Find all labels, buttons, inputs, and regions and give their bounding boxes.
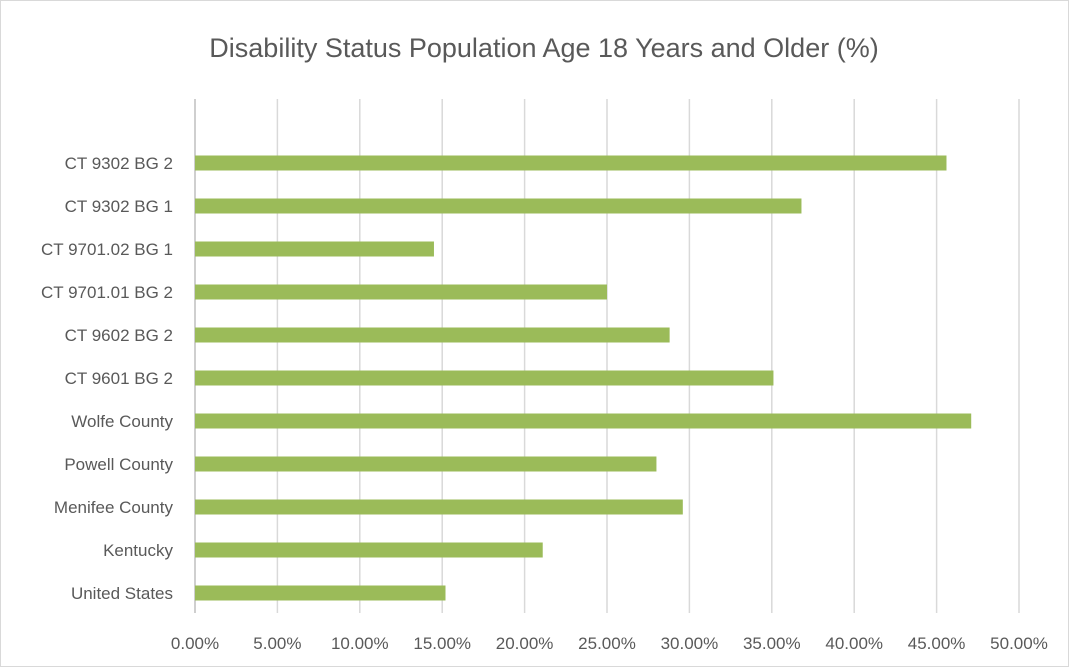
x-axis-tick-labels: 0.00% 5.00% 10.00% 15.00% 20.00% 25.00% 30.00%… — [171, 634, 1048, 653]
gridlines — [194, 99, 1020, 613]
bar — [195, 413, 972, 429]
bars — [195, 155, 972, 601]
category-label: CT 9701.02 BG 1 — [41, 240, 173, 259]
x-tick-label: 10.00% — [331, 634, 389, 653]
chart-title: Disability Status Population Age 18 Year… — [209, 33, 878, 63]
category-label: CT 9602 BG 2 — [65, 326, 173, 345]
bar — [195, 370, 774, 386]
x-tick-label: 15.00% — [413, 634, 471, 653]
bar — [195, 284, 607, 300]
bar — [195, 155, 947, 171]
bar — [195, 542, 543, 558]
category-label: United States — [71, 584, 173, 603]
category-label: Wolfe County — [71, 412, 173, 431]
bar — [195, 499, 683, 515]
bar — [195, 198, 802, 214]
bar — [195, 241, 434, 257]
bar — [195, 327, 670, 343]
category-labels: CT 9302 BG 2 CT 9302 BG 1 CT 9701.02 BG 1 C… — [41, 154, 174, 603]
bar — [195, 585, 446, 601]
x-tick-label: 45.00% — [908, 634, 966, 653]
x-tick-label: 25.00% — [578, 634, 636, 653]
bar — [195, 456, 657, 472]
category-label: Kentucky — [103, 541, 173, 560]
category-label: CT 9601 BG 2 — [65, 369, 173, 388]
category-label: Powell County — [64, 455, 173, 474]
x-tick-label: 30.00% — [661, 634, 719, 653]
category-label: CT 9302 BG 2 — [65, 154, 173, 173]
x-tick-label: 0.00% — [171, 634, 219, 653]
x-tick-label: 50.00% — [990, 634, 1048, 653]
x-tick-label: 40.00% — [825, 634, 883, 653]
category-label: CT 9302 BG 1 — [65, 197, 173, 216]
x-tick-label: 20.00% — [496, 634, 554, 653]
category-label: Menifee County — [54, 498, 174, 517]
x-tick-label: 35.00% — [743, 634, 801, 653]
category-label: CT 9701.01 BG 2 — [41, 283, 173, 302]
x-tick-label: 5.00% — [253, 634, 301, 653]
